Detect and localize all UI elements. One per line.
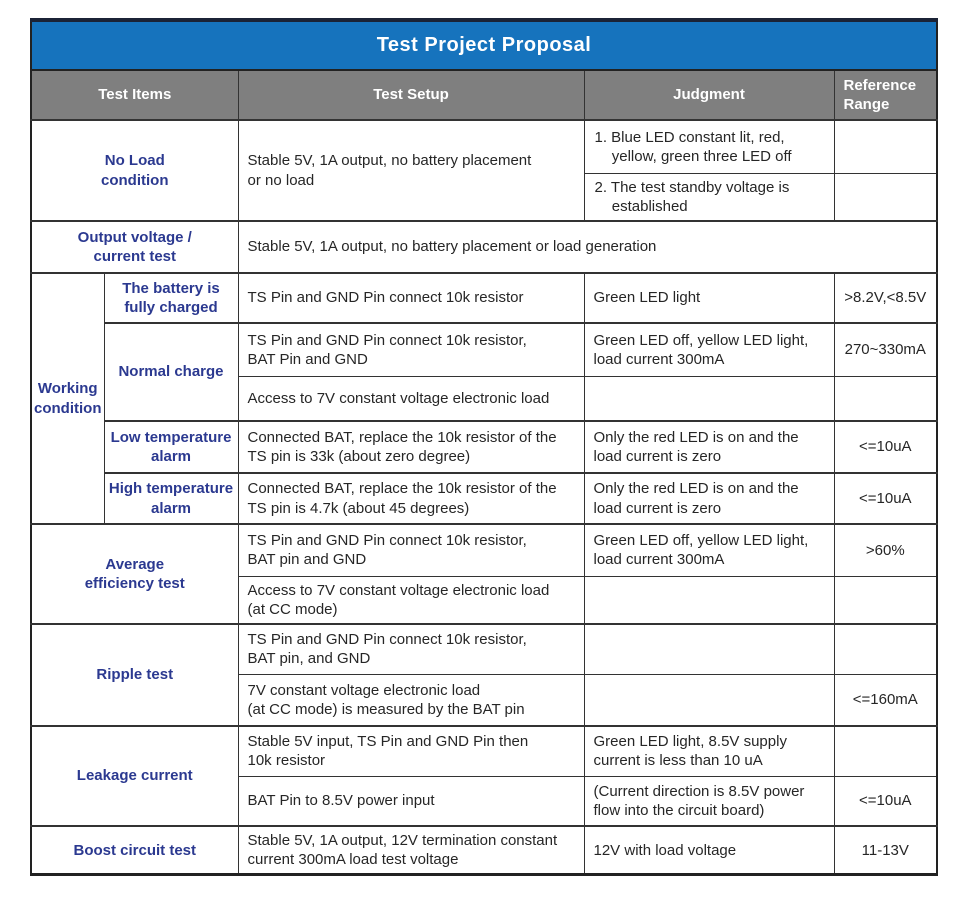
leakage-item-cell: Leakage current xyxy=(30,725,239,827)
table-row: Normal charge TS Pin and GND Pin connect… xyxy=(31,322,938,422)
avg-efficiency-ref-1-cell: >60% xyxy=(833,523,938,577)
column-header-reference-range: Reference Range xyxy=(833,69,938,121)
battery-charged-label-cell: The battery is fully charged xyxy=(103,272,239,324)
low-temp-alarm-label-cell: Low temperature alarm xyxy=(103,420,239,474)
avg-efficiency-judgment-2-cell xyxy=(583,575,835,625)
normal-charge-setup-2-cell: Access to 7V constant voltage electronic… xyxy=(237,375,585,422)
normal-charge-setup-cell: TS Pin and GND Pin connect 10k resistor,… xyxy=(237,322,585,377)
ripple-setup-2-cell: 7V constant voltage electronic load (at … xyxy=(237,673,585,727)
boost-judgment-cell: 12V with load voltage xyxy=(583,825,835,876)
no-load-judgment-1-cell: 1. Blue LED constant lit, red, yellow, g… xyxy=(583,119,835,174)
table-row: 2. The test standby voltage is establish… xyxy=(31,172,938,222)
column-header-row: Test Items Test Setup Judgment Reference… xyxy=(30,69,938,121)
boost-item-cell: Boost circuit test xyxy=(30,825,239,876)
ripple-judgment-1-cell xyxy=(583,623,835,675)
table-row: BAT Pin to 8.5V power input (Current dir… xyxy=(31,775,938,827)
normal-charge-ref-cell: 270~330mA xyxy=(833,322,938,377)
column-header-test-setup: Test Setup xyxy=(237,69,585,121)
ripple-ref-2-cell: <=160mA xyxy=(833,673,938,727)
table-row: Average efficiency test TS Pin and GND P… xyxy=(30,523,938,625)
avg-efficiency-setup-1-cell: TS Pin and GND Pin connect 10k resistor,… xyxy=(237,523,585,577)
no-load-judgment-2-cell: 2. The test standby voltage is establish… xyxy=(583,172,835,222)
leakage-ref-2-cell: <=10uA xyxy=(833,775,938,827)
avg-efficiency-setup-2-cell: Access to 7V constant voltage electronic… xyxy=(237,575,585,625)
low-temp-alarm-setup-cell: Connected BAT, replace the 10k resistor … xyxy=(237,420,585,474)
battery-charged-judgment-cell: Green LED light xyxy=(583,272,835,324)
normal-charge-ref-2-cell xyxy=(833,375,938,422)
table-row: Boost circuit test Stable 5V, 1A output,… xyxy=(30,825,938,876)
table-row: Access to 7V constant voltage electronic… xyxy=(31,375,938,422)
table-row: No Load condition Stable 5V, 1A output, … xyxy=(30,119,938,222)
leakage-setup-1-cell: Stable 5V input, TS Pin and GND Pin then… xyxy=(237,725,585,777)
normal-charge-judgment-2-cell xyxy=(583,375,835,422)
working-condition-item-cell: Working condition xyxy=(30,272,105,525)
low-temp-alarm-ref-cell: <=10uA xyxy=(833,420,938,474)
low-temp-alarm-judgment-cell: Only the red LED is on and the load curr… xyxy=(583,420,835,474)
table-row: High temperature alarm Connected BAT, re… xyxy=(31,472,938,525)
test-proposal-sheet: Test Project Proposal Test Items Test Se… xyxy=(30,18,939,877)
leakage-ref-1-cell xyxy=(833,725,938,777)
high-temp-alarm-label-cell: High temperature alarm xyxy=(103,472,239,525)
battery-charged-setup-cell: TS Pin and GND Pin connect 10k resistor xyxy=(237,272,585,324)
normal-charge-label-cell: Normal charge xyxy=(103,322,239,422)
page-title: Test Project Proposal xyxy=(30,18,938,71)
output-voltage-setup-cell: Stable 5V, 1A output, no battery placeme… xyxy=(237,220,938,274)
table-row: Output voltage / current test Stable 5V,… xyxy=(30,220,938,274)
high-temp-alarm-ref-cell: <=10uA xyxy=(833,472,938,525)
test-proposal-table: Test Project Proposal Test Items Test Se… xyxy=(30,18,939,877)
normal-charge-judgment-cell: Green LED off, yellow LED light, load cu… xyxy=(583,322,835,377)
column-header-judgment: Judgment xyxy=(583,69,835,121)
table-row: Working condition The battery is fully c… xyxy=(30,272,938,525)
judgment-text: 1. Blue LED constant lit, red, yellow, g… xyxy=(594,128,792,165)
leakage-judgment-1-cell: Green LED light, 8.5V supply current is … xyxy=(583,725,835,777)
ripple-judgment-2-cell xyxy=(583,673,835,727)
no-load-ref-2-cell xyxy=(833,172,938,222)
no-load-setup-cell: Stable 5V, 1A output, no battery placeme… xyxy=(237,119,585,222)
table-row: Leakage current Stable 5V input, TS Pin … xyxy=(30,725,938,827)
table-row: 7V constant voltage electronic load (at … xyxy=(31,673,938,727)
battery-charged-ref-cell: >8.2V,<8.5V xyxy=(833,272,938,324)
boost-ref-cell: 11-13V xyxy=(833,825,938,876)
output-voltage-item-cell: Output voltage / current test xyxy=(30,220,239,274)
boost-setup-cell: Stable 5V, 1A output, 12V termination co… xyxy=(237,825,585,876)
table-row: Low temperature alarm Connected BAT, rep… xyxy=(31,420,938,474)
ripple-ref-1-cell xyxy=(833,623,938,675)
ripple-setup-1-cell: TS Pin and GND Pin connect 10k resistor,… xyxy=(237,623,585,675)
no-load-item-cell: No Load condition xyxy=(30,119,239,222)
table-row: Access to 7V constant voltage electronic… xyxy=(31,575,938,625)
no-load-ref-1-cell xyxy=(833,119,938,174)
leakage-setup-2-cell: BAT Pin to 8.5V power input xyxy=(237,775,585,827)
avg-efficiency-item-cell: Average efficiency test xyxy=(30,523,239,625)
leakage-judgment-2-cell: (Current direction is 8.5V power flow in… xyxy=(583,775,835,827)
ripple-item-cell: Ripple test xyxy=(30,623,239,727)
avg-efficiency-judgment-1-cell: Green LED off, yellow LED light, load cu… xyxy=(583,523,835,577)
avg-efficiency-ref-2-cell xyxy=(833,575,938,625)
column-header-test-items: Test Items xyxy=(30,69,239,121)
table-row: Ripple test TS Pin and GND Pin connect 1… xyxy=(30,623,938,727)
high-temp-alarm-setup-cell: Connected BAT, replace the 10k resistor … xyxy=(237,472,585,525)
judgment-text: 2. The test standby voltage is establish… xyxy=(594,178,790,215)
high-temp-alarm-judgment-cell: Only the red LED is on and the load curr… xyxy=(583,472,835,525)
